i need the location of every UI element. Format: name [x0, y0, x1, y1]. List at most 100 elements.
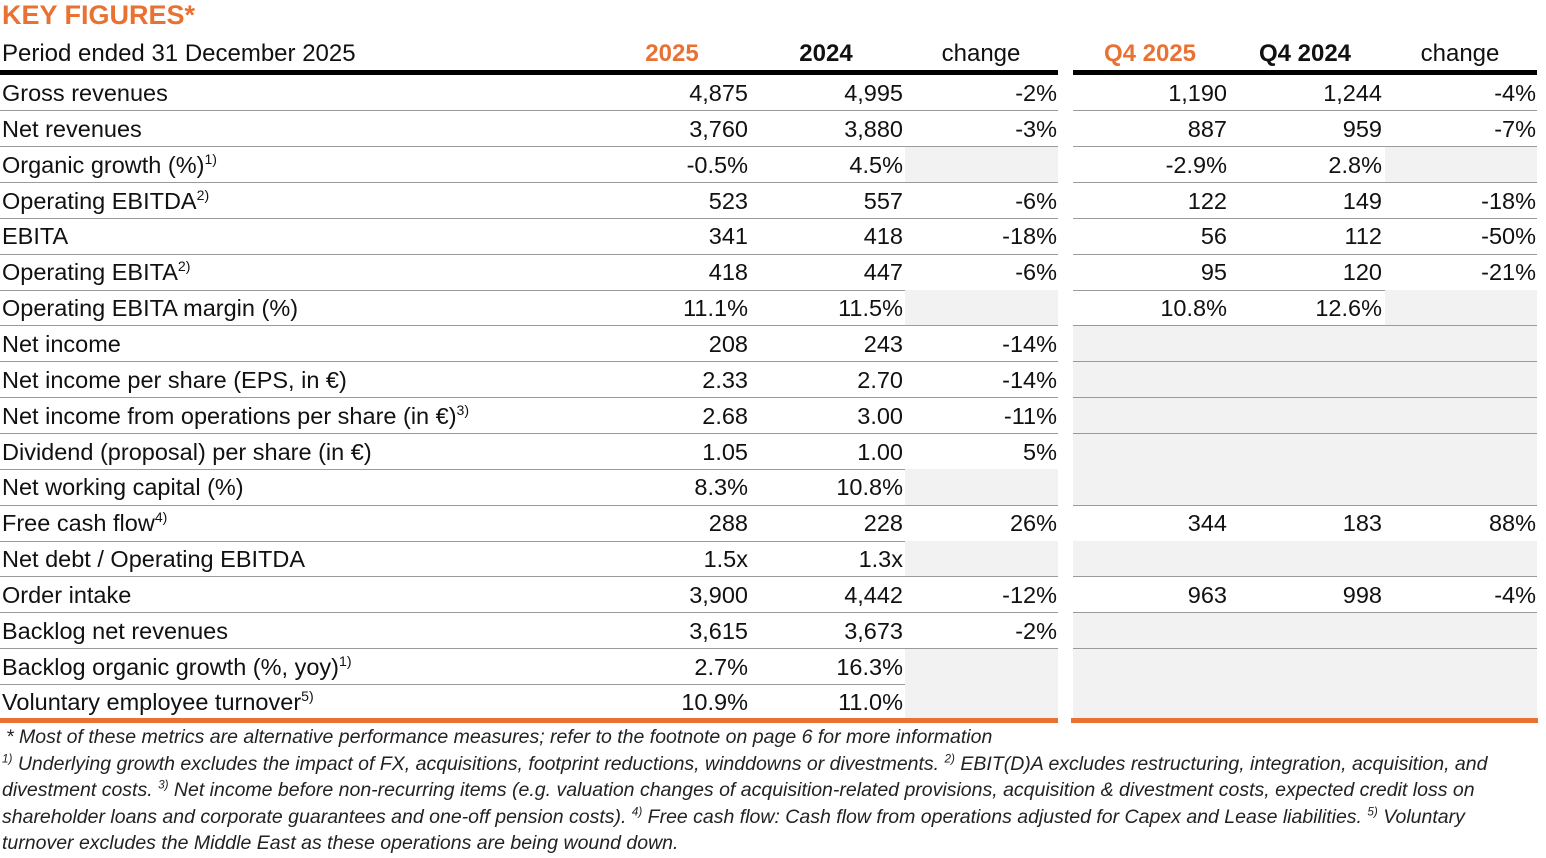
footnote-mark: 5) [1367, 805, 1378, 818]
value-cell: 1.5x [703, 546, 748, 573]
value-cell: 959 [1342, 115, 1382, 142]
footnote-mark: 4) [631, 805, 643, 818]
value-cell: 228 [863, 510, 903, 537]
value-cell: -4% [1494, 581, 1536, 608]
value-cell: 3,900 [689, 581, 748, 608]
value-cell: 2.70 [857, 366, 903, 393]
value-cell: 5% [1023, 438, 1057, 465]
value-cell: 122 [1187, 187, 1227, 214]
value-cell: 4,995 [844, 80, 903, 106]
bottom-rule [1071, 718, 1538, 724]
row-separator [0, 433, 1058, 434]
value-cell: 3,673 [844, 617, 903, 644]
empty-cell [1385, 397, 1537, 434]
row-separator [0, 146, 1058, 148]
row-label: Gross revenues [2, 75, 168, 111]
value-cell: 56 [1200, 223, 1227, 250]
row-separator [0, 217, 1058, 219]
row-label-text: Backlog net revenues [2, 617, 229, 644]
row-label-text: Net income from operations per share (in… [2, 402, 457, 429]
row-label-text: Operating EBITDA [2, 187, 197, 214]
empty-cell [1230, 325, 1385, 362]
value-cell: 183 [1342, 510, 1382, 537]
header-rule [0, 70, 1058, 75]
column-header: 2024 [799, 40, 853, 67]
empty-cell [1385, 146, 1537, 183]
empty-cell [1073, 325, 1230, 362]
value-cell: -21% [1481, 259, 1536, 286]
row-label-text: Free cash flow [2, 510, 155, 537]
row-separator [1073, 289, 1537, 291]
value-cell: -6% [1015, 259, 1057, 286]
footnote-text: EBIT(D)A excludes restructuring, integra… [2, 752, 1488, 802]
value-cell: 11.1% [683, 295, 748, 322]
value-cell: 1,190 [1168, 80, 1227, 106]
column-header: change [1420, 40, 1500, 67]
column-header: 2025 [645, 40, 699, 67]
row-label: Backlog net revenues [2, 613, 228, 649]
row-label-text: Organic growth (%) [2, 151, 205, 178]
value-cell: 418 [708, 259, 748, 286]
row-label-text: Operating EBITA [2, 259, 178, 286]
row-separator [0, 110, 1058, 112]
value-cell: -3% [1015, 115, 1057, 142]
value-cell: 243 [863, 330, 903, 357]
value-cell: 1.00 [857, 438, 903, 465]
footnote-mark: 3) [158, 778, 169, 792]
value-cell: 2.68 [702, 402, 748, 429]
footnote-text: Free cash flow: Cash flow from operation… [642, 805, 1362, 828]
value-cell: -14% [1002, 366, 1057, 393]
row-separator [1073, 504, 1537, 506]
empty-cell [1230, 684, 1385, 721]
column-header: Q4 2024 [1258, 40, 1352, 67]
value-cell: 963 [1187, 581, 1227, 608]
empty-cell [905, 684, 1058, 721]
footnote-mark: 4) [154, 509, 168, 526]
row-label: Order intake [2, 577, 131, 613]
row-separator [0, 253, 1058, 255]
row-separator [1073, 110, 1537, 112]
empty-cell [1073, 469, 1230, 506]
row-label: Operating EBITA margin (%) [2, 290, 298, 326]
value-cell: 341 [708, 223, 748, 250]
footnote-general: * Most of these metrics are alternative … [6, 726, 993, 748]
value-cell: -0.5% [686, 151, 748, 178]
empty-cell [1073, 648, 1230, 685]
value-cell: 3,760 [689, 115, 748, 142]
empty-cell [1230, 433, 1385, 470]
row-label-text: Dividend (proposal) per share (in €) [2, 438, 372, 465]
empty-cell [1230, 361, 1385, 398]
empty-cell [1385, 648, 1537, 685]
bottom-rule [0, 718, 1058, 724]
row-separator [0, 648, 1058, 650]
value-cell: -11% [1003, 402, 1057, 429]
value-cell: 8.3% [694, 474, 748, 501]
empty-cell [905, 146, 1058, 183]
value-cell: -18% [1002, 223, 1057, 250]
value-cell: 523 [708, 187, 748, 214]
value-cell: 2.7% [694, 653, 748, 680]
empty-cell [1385, 290, 1537, 326]
row-label: Free cash flow4) [2, 505, 167, 541]
footnote-mark: 1) [2, 752, 13, 765]
empty-cell [1385, 541, 1537, 577]
value-cell: 11.0% [838, 689, 903, 716]
empty-cell [1230, 648, 1385, 685]
row-separator [0, 182, 1058, 184]
footnote-mark: 3) [456, 401, 470, 418]
value-cell: 10.8% [1160, 295, 1227, 322]
value-cell: -14% [1002, 330, 1057, 357]
row-label: Operating EBITDA2) [2, 183, 209, 219]
footnote-mark: 1) [204, 150, 217, 167]
value-cell: -2% [1015, 617, 1057, 644]
footnote-text: Voluntary turnover excludes the Middle E… [2, 805, 1465, 855]
row-label: Backlog organic growth (%, yoy)1) [2, 649, 352, 685]
row-label-text: Net debt / Operating EBITDA [2, 546, 306, 573]
empty-cell [1385, 361, 1537, 398]
row-separator [1073, 182, 1537, 184]
empty-cell [1073, 361, 1230, 398]
footnote-text: Underlying growth excludes the impact of… [12, 752, 940, 775]
row-label-text: Net income [2, 330, 121, 357]
value-cell: 2.8% [1328, 151, 1382, 178]
value-cell: 418 [863, 223, 903, 250]
